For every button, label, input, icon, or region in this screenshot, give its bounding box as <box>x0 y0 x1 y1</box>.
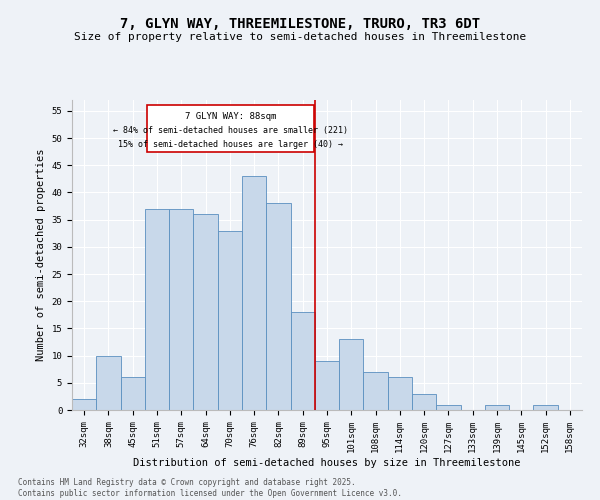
Text: ← 84% of semi-detached houses are smaller (221): ← 84% of semi-detached houses are smalle… <box>113 126 348 136</box>
Bar <box>315 361 339 410</box>
Bar <box>266 204 290 410</box>
Bar <box>364 372 388 410</box>
Text: Contains HM Land Registry data © Crown copyright and database right 2025.
Contai: Contains HM Land Registry data © Crown c… <box>18 478 402 498</box>
Bar <box>388 378 412 410</box>
Bar <box>218 230 242 410</box>
Text: 15% of semi-detached houses are larger (40) →: 15% of semi-detached houses are larger (… <box>118 140 343 149</box>
Bar <box>145 209 169 410</box>
Bar <box>72 399 96 410</box>
Bar <box>242 176 266 410</box>
Text: 7 GLYN WAY: 88sqm: 7 GLYN WAY: 88sqm <box>185 112 276 122</box>
X-axis label: Distribution of semi-detached houses by size in Threemilestone: Distribution of semi-detached houses by … <box>133 458 521 468</box>
Bar <box>290 312 315 410</box>
Text: Size of property relative to semi-detached houses in Threemilestone: Size of property relative to semi-detach… <box>74 32 526 42</box>
Bar <box>485 404 509 410</box>
Bar <box>169 209 193 410</box>
Bar <box>339 340 364 410</box>
FancyBboxPatch shape <box>147 106 314 152</box>
Bar <box>193 214 218 410</box>
Text: 7, GLYN WAY, THREEMILESTONE, TRURO, TR3 6DT: 7, GLYN WAY, THREEMILESTONE, TRURO, TR3 … <box>120 18 480 32</box>
Bar <box>412 394 436 410</box>
Bar <box>533 404 558 410</box>
Y-axis label: Number of semi-detached properties: Number of semi-detached properties <box>36 149 46 361</box>
Bar <box>96 356 121 410</box>
Bar <box>436 404 461 410</box>
Bar <box>121 378 145 410</box>
